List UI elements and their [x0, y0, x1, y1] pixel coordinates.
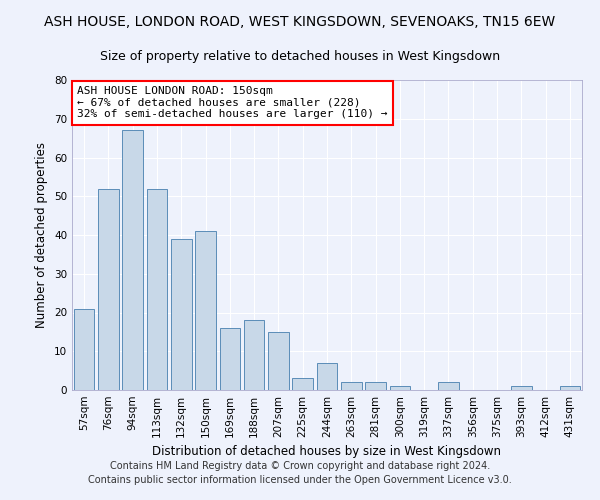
Bar: [74, 308, 94, 390]
Bar: [317, 363, 337, 390]
Bar: [171, 239, 191, 390]
Text: Size of property relative to detached houses in West Kingsdown: Size of property relative to detached ho…: [100, 50, 500, 63]
Bar: [292, 378, 313, 390]
X-axis label: Distribution of detached houses by size in West Kingsdown: Distribution of detached houses by size …: [152, 446, 502, 458]
Text: ASH HOUSE, LONDON ROAD, WEST KINGSDOWN, SEVENOAKS, TN15 6EW: ASH HOUSE, LONDON ROAD, WEST KINGSDOWN, …: [44, 15, 556, 29]
Text: Contains HM Land Registry data © Crown copyright and database right 2024.
Contai: Contains HM Land Registry data © Crown c…: [88, 461, 512, 485]
Bar: [244, 320, 265, 390]
Y-axis label: Number of detached properties: Number of detached properties: [35, 142, 49, 328]
Bar: [341, 382, 362, 390]
Bar: [195, 231, 216, 390]
Text: ASH HOUSE LONDON ROAD: 150sqm
← 67% of detached houses are smaller (228)
32% of : ASH HOUSE LONDON ROAD: 150sqm ← 67% of d…: [77, 86, 388, 120]
Bar: [511, 386, 532, 390]
Bar: [438, 382, 459, 390]
Bar: [268, 332, 289, 390]
Bar: [389, 386, 410, 390]
Bar: [122, 130, 143, 390]
Bar: [146, 188, 167, 390]
Bar: [98, 188, 119, 390]
Bar: [560, 386, 580, 390]
Bar: [365, 382, 386, 390]
Bar: [220, 328, 240, 390]
